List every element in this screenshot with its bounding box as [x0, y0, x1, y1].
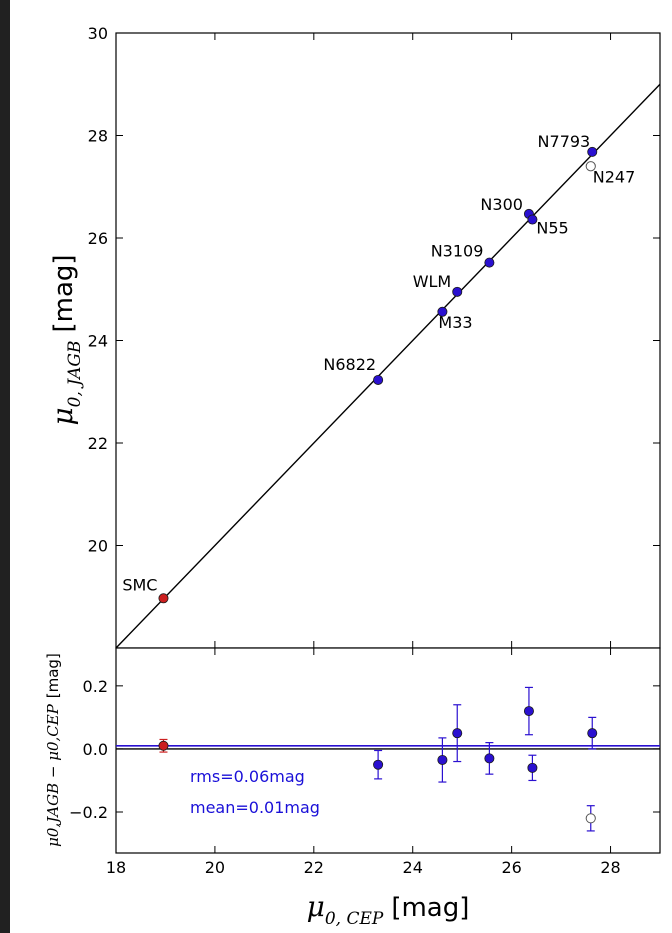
point-label: SMC — [122, 575, 157, 594]
main-ytick-label: 28 — [88, 127, 108, 146]
residual-plot-frame — [115, 647, 661, 854]
residual-point — [452, 728, 463, 739]
xtick-label: 24 — [403, 858, 423, 877]
point-label: N7793 — [538, 132, 591, 151]
data-point — [158, 593, 169, 604]
data-point — [452, 286, 463, 297]
residual-point — [373, 759, 384, 770]
residual-ytick-label: −0.2 — [69, 803, 108, 822]
point-label: M33 — [438, 313, 472, 332]
xlabel: μ0, CEP [mag] — [307, 890, 470, 929]
residual-point — [484, 753, 495, 764]
data-point — [484, 257, 495, 268]
residual-point — [527, 762, 538, 773]
main-plot-frame — [115, 32, 661, 649]
main-ylabel-symbol: μ — [46, 407, 79, 425]
rms-annotation: rms=0.06mag — [190, 767, 305, 786]
xtick-label: 22 — [304, 858, 324, 877]
svg-text:μ0,JAGB − μ0,CEP[mag]: μ0,JAGB − μ0,CEP [mag] — [44, 653, 62, 847]
point-label: N247 — [593, 167, 636, 186]
residual-ylabel: μ0,JAGB − μ0,CEP [mag] — [44, 653, 62, 847]
xlabel-subscript: 0, CEP — [325, 909, 384, 929]
identity-line-group — [115, 83, 661, 649]
residual-point-open — [585, 813, 596, 824]
residual-ytick-label: 0.0 — [83, 740, 108, 759]
main-ytick-label: 30 — [88, 24, 108, 43]
main-ytick-label: 24 — [88, 332, 108, 351]
main-ticks: 20 22 24 26 28 30 — [88, 24, 660, 648]
data-point — [527, 214, 538, 225]
residual-ytick-label: 0.2 — [83, 677, 108, 696]
residual-ticks: 0.2 0.0 −0.2 18 20 22 24 26 28 — [69, 648, 660, 877]
main-ylabel-unit: [mag] — [49, 254, 79, 332]
point-label: N6822 — [323, 355, 376, 374]
identity-line — [115, 83, 661, 649]
main-ylabel-subscript: 0, JAGB — [65, 341, 85, 408]
xlabel-symbol: μ — [307, 890, 325, 923]
data-point — [437, 306, 448, 317]
xtick-label: 26 — [501, 858, 521, 877]
residual-point — [587, 728, 598, 739]
point-label: N300 — [480, 195, 523, 214]
point-label: N3109 — [431, 242, 484, 261]
xlabel-unit: [mag] — [391, 893, 469, 923]
residual-ylabel-unit: [mag] — [44, 653, 62, 698]
xtick-label: 20 — [205, 858, 225, 877]
point-label: WLM — [413, 272, 452, 291]
main-ytick-label: 26 — [88, 229, 108, 248]
xtick-label: 18 — [106, 858, 126, 877]
residual-lines — [116, 744, 660, 750]
data-point-open — [585, 161, 596, 172]
residual-point — [523, 706, 534, 717]
data-point — [587, 146, 598, 157]
main-ylabel: μ0, JAGB [mag] — [46, 254, 85, 425]
svg-text:μ0, JAGB[mag]: μ0, JAGB [mag] — [46, 254, 85, 425]
xtick-label: 28 — [600, 858, 620, 877]
point-label: N55 — [536, 219, 568, 238]
main-ytick-label: 20 — [88, 537, 108, 556]
residual-points — [158, 686, 598, 832]
residual-point — [437, 754, 448, 765]
mean-annotation: mean=0.01mag — [190, 798, 320, 817]
data-point — [373, 374, 384, 385]
main-points — [158, 146, 598, 604]
residual-point — [158, 740, 169, 751]
residual-ylabel-expression: μ0,JAGB − μ0,CEP — [44, 703, 62, 847]
main-ytick-label: 22 — [88, 434, 108, 453]
